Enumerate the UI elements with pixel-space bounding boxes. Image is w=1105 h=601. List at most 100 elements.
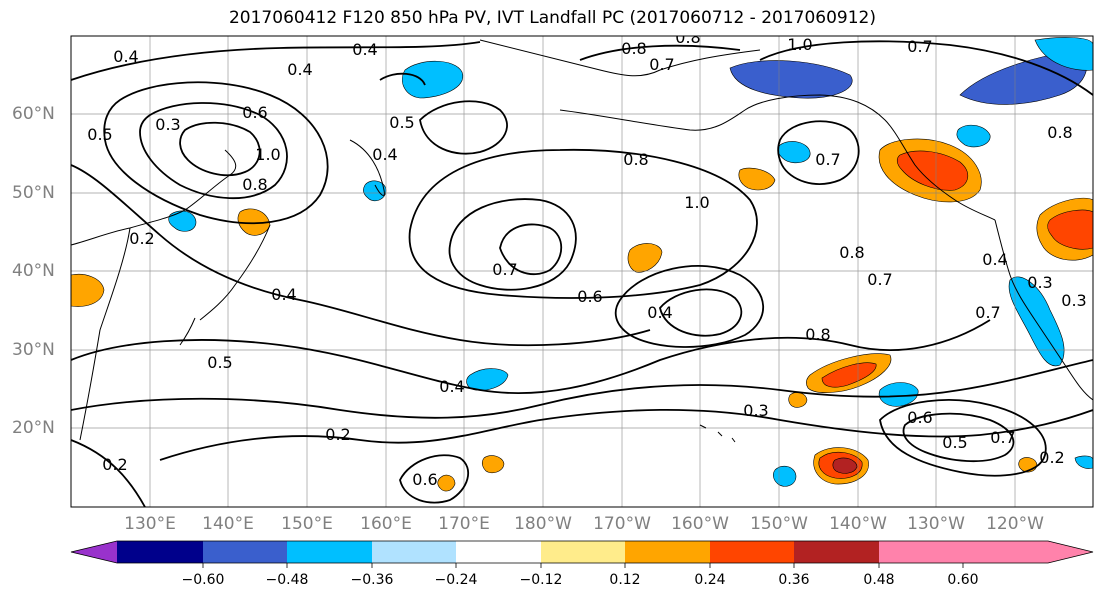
patch-neg (466, 368, 509, 391)
contour-line (379, 72, 426, 86)
lat-label: 20°N (12, 418, 55, 438)
contour-label: 0.2 (129, 229, 154, 248)
patch-pos (71, 273, 105, 307)
colorbar-tick-label: 0.12 (609, 572, 641, 588)
contour-line (579, 44, 741, 61)
contour-label: 0.7 (990, 428, 1015, 447)
lon-label: 150°W (750, 514, 808, 534)
lon-label: 170°E (438, 514, 490, 534)
contour-label: 0.8 (805, 325, 830, 344)
contour-label: 0.3 (1061, 291, 1086, 310)
patch-pos (481, 455, 505, 474)
contour-line (759, 40, 1093, 96)
patch-neg (729, 60, 853, 99)
contour-labels: 0.4 0.4 0.4 0.5 0.6 1.0 0.8 0.5 0.4 0.2 … (87, 28, 1086, 489)
colorbar-bin (794, 541, 879, 563)
contour-label: 0.7 (492, 260, 517, 279)
contour-label: 0.6 (577, 287, 602, 306)
shaded-anomalies (71, 37, 1093, 492)
contour-label: 0.8 (1047, 123, 1072, 142)
contour-label: 0.3 (743, 401, 768, 420)
colorbar-bin (287, 541, 372, 563)
lon-label: 130°W (907, 514, 965, 534)
contour-label: 0.5 (87, 125, 112, 144)
coastlines (71, 39, 1093, 443)
lon-label: 180°W (514, 514, 572, 534)
patch-pos (832, 457, 858, 474)
contour-line (103, 81, 329, 225)
plot-frame (70, 35, 1094, 508)
lat-label: 40°N (12, 261, 55, 281)
lon-label: 140°E (202, 514, 254, 534)
colorbar-bin (879, 541, 963, 563)
colorbar-bin (710, 541, 794, 563)
patch-pos (1018, 457, 1038, 473)
contour-line (159, 408, 1093, 461)
colorbar (70, 540, 1094, 568)
contour-label: 1.0 (787, 35, 812, 54)
contour-label: 0.8 (623, 150, 648, 169)
contour-line (902, 412, 1015, 463)
colorbar-bin (203, 541, 287, 563)
colorbar-extend-right (963, 541, 1093, 563)
colorbar-tick-label: 0.24 (694, 572, 726, 588)
patch-neg (401, 60, 464, 99)
contour-label: 1.0 (684, 193, 709, 212)
colorbar-bin (117, 541, 203, 563)
colorbar-tick-label: −0.12 (519, 572, 563, 588)
pv-contours (71, 40, 1093, 507)
contour-line (71, 41, 481, 81)
plot-title: 2017060412 F120 850 hPa PV, IVT Landfall… (228, 8, 876, 28)
contour-label: 0.8 (839, 243, 864, 262)
patch-neg (363, 180, 387, 202)
lon-label: 170°W (593, 514, 651, 534)
contour-line (399, 454, 470, 504)
patch-pos (788, 392, 808, 408)
coastline-alaska (559, 94, 996, 221)
contour-label: 0.8 (675, 28, 700, 47)
colorbar-tick-label: −0.60 (181, 572, 225, 588)
colorbar-tick-label: 0.60 (947, 572, 979, 588)
patch-neg (1034, 37, 1093, 71)
contour-line (777, 120, 860, 185)
contour-line (139, 102, 288, 200)
colorbar-bin (456, 541, 541, 563)
colorbar-bin (372, 541, 456, 563)
contour-label: 0.4 (287, 60, 312, 79)
contour-label: 0.3 (1027, 273, 1052, 292)
coastline-hawaii (699, 424, 736, 443)
patch-pos (738, 167, 776, 191)
contour-label: 0.4 (113, 47, 138, 66)
contour-label: 0.2 (325, 425, 350, 444)
colorbar-bin (625, 541, 710, 563)
coastline-northamerica (994, 219, 1093, 401)
contour-label: 0.3 (155, 115, 180, 134)
contour-line (71, 319, 991, 395)
colorbar-tick-label: 0.48 (863, 572, 895, 588)
contour-label: 0.6 (412, 470, 437, 489)
contour-label: 0.4 (372, 145, 397, 164)
contour-label: 0.4 (439, 377, 464, 396)
contour-label: 0.6 (907, 408, 932, 427)
contour-label: 0.4 (982, 250, 1007, 269)
contour-line (879, 399, 1047, 477)
contour-label: 0.7 (975, 303, 1000, 322)
lon-label: 160°E (360, 514, 412, 534)
contour-line (179, 121, 261, 177)
coastline-japan (179, 224, 271, 346)
contour-label: 0.7 (649, 55, 674, 74)
lon-label: 120°W (986, 514, 1044, 534)
contour-label: 0.4 (352, 40, 377, 59)
gridlines (71, 36, 1093, 507)
contour-label: 0.2 (1039, 448, 1064, 467)
plot-area (71, 36, 1093, 507)
contour-label: 0.4 (647, 303, 672, 322)
coastline-kamchatka (349, 139, 385, 196)
contour-label: 0.8 (621, 39, 646, 58)
colorbar-extend-left (71, 541, 117, 563)
colorbar-bin (541, 541, 625, 563)
contour-line (614, 265, 765, 348)
contour-label: 0.5 (389, 113, 414, 132)
contour-label: 0.7 (867, 270, 892, 289)
patch-pos (437, 474, 456, 492)
